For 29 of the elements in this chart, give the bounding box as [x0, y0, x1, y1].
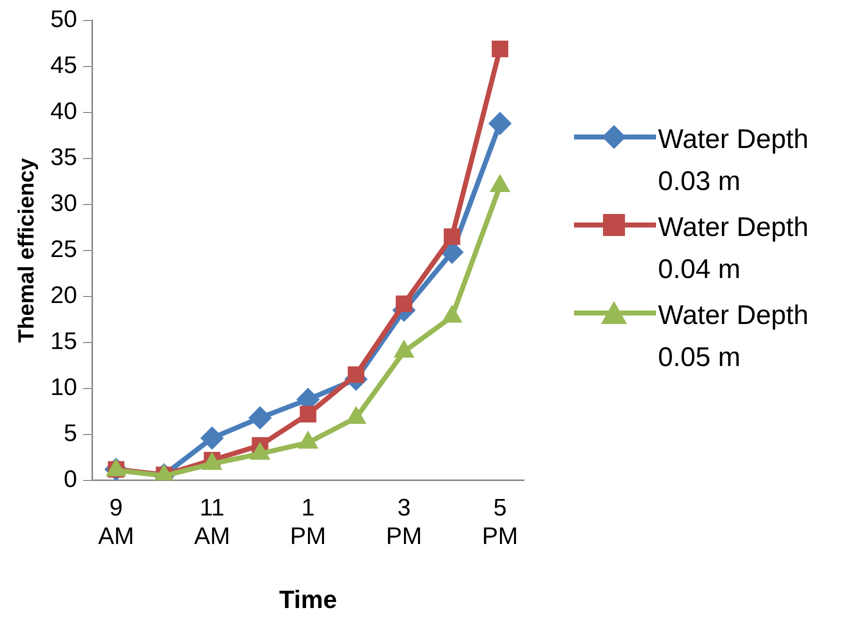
y-tick-label: 35 — [50, 144, 78, 172]
x-tick-label: 9 AM — [98, 494, 134, 550]
y-tick-label: 20 — [50, 282, 78, 310]
legend-label: Water Depth 0.05 m — [658, 299, 810, 374]
point — [396, 295, 412, 312]
point — [248, 406, 272, 430]
y-tick-label: 50 — [50, 6, 78, 34]
x-axis-title: Time — [279, 586, 338, 614]
y-tick-label: 25 — [50, 236, 78, 264]
point — [200, 426, 224, 450]
point — [348, 366, 364, 383]
y-tick-label: 15 — [50, 328, 78, 356]
y-tick-label: 0 — [64, 466, 78, 494]
x-tick-label: 3 PM — [386, 494, 422, 550]
y-axis-title: Themal efficiency — [13, 157, 38, 343]
x-tick-label: 1 PM — [290, 494, 326, 550]
point — [300, 406, 316, 422]
legend-label: Water Depth 0.04 m — [658, 211, 810, 286]
y-tick-label: 30 — [50, 190, 78, 218]
y-tick-label: 45 — [50, 52, 78, 80]
point — [492, 40, 508, 58]
y-tick-label: 10 — [50, 374, 78, 402]
x-tick-label: 11 AM — [194, 494, 230, 550]
legend-label: Water Depth 0.03 m — [658, 123, 810, 198]
point — [488, 112, 512, 135]
x-tick-label: 5 PM — [482, 494, 518, 550]
y-tick-label: 40 — [50, 98, 78, 126]
y-tick-label: 5 — [64, 420, 78, 448]
point — [444, 228, 460, 245]
